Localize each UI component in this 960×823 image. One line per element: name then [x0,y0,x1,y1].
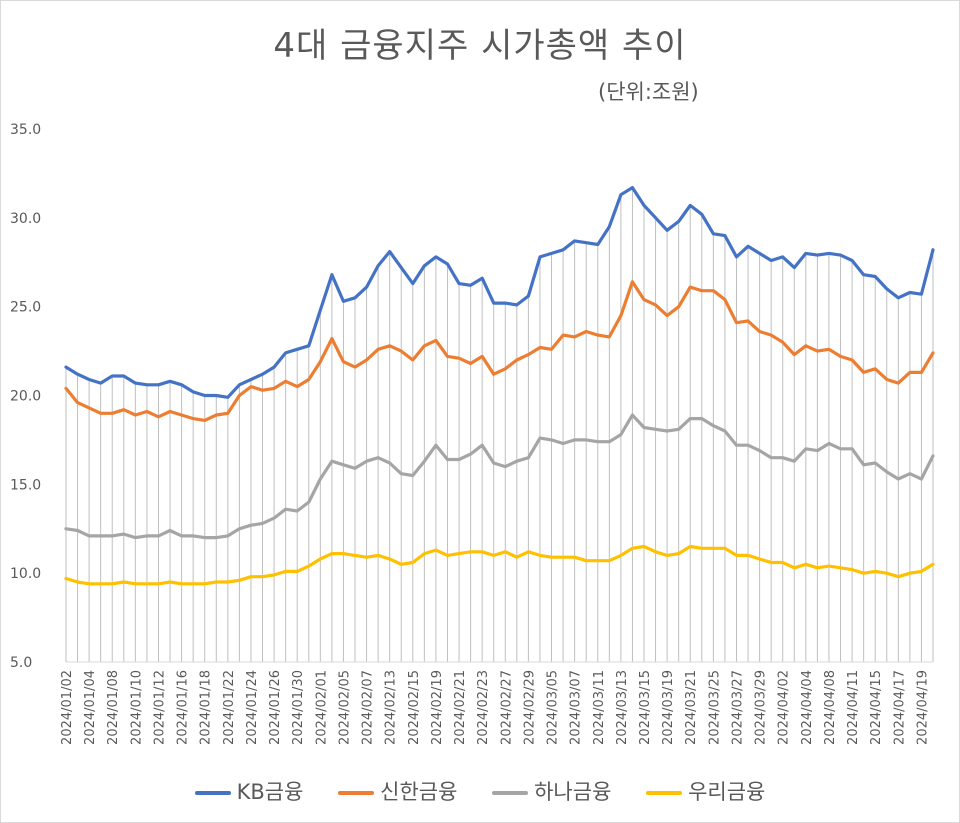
series-line-woori [64,544,935,586]
x-tick-label: 2024/03/05 [546,670,561,745]
drop-lines [65,187,934,662]
legend-label-kb: KB금융 [236,780,304,804]
x-tick-label: 2024/01/02 [60,670,75,745]
legend-item-kb: KB금융 [194,776,304,806]
x-tick-label: 2024/03/19 [661,670,676,745]
y-tick-label: 15.0 [10,477,41,493]
legend-label-hana: 하나금융 [534,780,612,804]
legend-item-hana: 하나금융 [492,776,611,806]
legend-item-woori: 우리금융 [646,776,765,806]
x-tick-label: 2024/04/11 [846,670,861,745]
x-tick-label: 2024/02/05 [337,670,352,745]
y-axis-ticks: 5.0 10.0 15.0 20.0 25.0 30.0 35.0 [10,122,41,671]
legend-swatch-hana [492,791,529,795]
x-tick-label: 2024/04/19 [915,670,930,745]
x-tick-label: 2024/03/29 [754,670,769,745]
x-tick-label: 2024/03/25 [707,670,722,745]
y-tick-label: 20.0 [10,389,41,405]
series-line-kb [64,186,935,399]
x-tick-label: 2024/02/29 [522,670,537,745]
series-line-shinhan [64,280,935,422]
x-tick-label: 2024/04/17 [892,670,907,745]
series-line-hana [64,413,935,540]
x-tick-label: 2024/01/10 [129,670,144,745]
x-tick-label: 2024/02/21 [453,670,468,745]
x-axis: 2024/01/02 2024/01/04 2024/01/08 2024/01/10… [60,661,933,745]
x-tick-label: 2024/03/27 [730,670,745,745]
legend-label-woori: 우리금융 [688,780,766,804]
x-tick-label: 2024/04/08 [823,670,838,745]
x-tick-label: 2024/01/18 [199,670,214,745]
legend-swatch-woori [646,791,683,795]
legend-swatch-shinhan [338,791,375,795]
legend-label-shinhan: 신한금융 [380,780,458,804]
x-tick-label: 2024/03/11 [592,670,607,745]
y-tick-label: 10.0 [10,566,41,582]
x-tick-label: 2024/02/07 [361,670,376,745]
x-tick-label: 2024/02/15 [407,670,422,745]
y-tick-label: 35.0 [10,122,41,138]
x-tick-label: 2024/04/04 [800,670,815,745]
chart-title: 4대 금융지주 시가총액 추이 [273,26,687,66]
legend-swatch-kb [194,791,231,795]
x-tick-label: 2024/04/02 [777,670,792,745]
series-lines [64,186,935,586]
unit-label: (단위:조원) [598,80,699,104]
legend: KB금융 신한금융 하나금융 우리금융 [0,776,960,806]
x-tick-label: 2024/02/13 [384,670,399,745]
x-tick-label: 2024/04/15 [869,670,884,745]
x-tick-label: 2024/01/12 [152,670,167,745]
legend-item-shinhan: 신한금융 [338,776,457,806]
x-tick-label: 2024/01/08 [106,670,121,745]
y-tick-label: 25.0 [10,300,41,316]
x-tick-label: 2024/01/24 [245,670,260,745]
x-tick-label: 2024/01/16 [176,670,191,745]
x-tick-label: 2024/03/21 [684,670,699,745]
x-tick-label: 2024/01/26 [268,670,283,745]
y-tick-label: 30.0 [10,211,41,227]
x-tick-label: 2024/03/13 [615,670,630,745]
x-tick-label: 2024/02/27 [499,670,514,745]
y-tick-label: 5.0 [10,655,32,671]
x-tick-label: 2024/01/22 [222,670,237,745]
x-tick-label: 2024/02/01 [314,670,329,745]
x-tick-label: 2024/01/30 [291,670,306,745]
x-tick-label: 2024/01/04 [83,670,98,745]
x-tick-label: 2024/03/07 [569,670,584,745]
x-tick-label: 2024/02/23 [476,670,491,745]
x-tick-label: 2024/02/19 [430,670,445,745]
x-tick-label: 2024/03/15 [638,670,653,745]
